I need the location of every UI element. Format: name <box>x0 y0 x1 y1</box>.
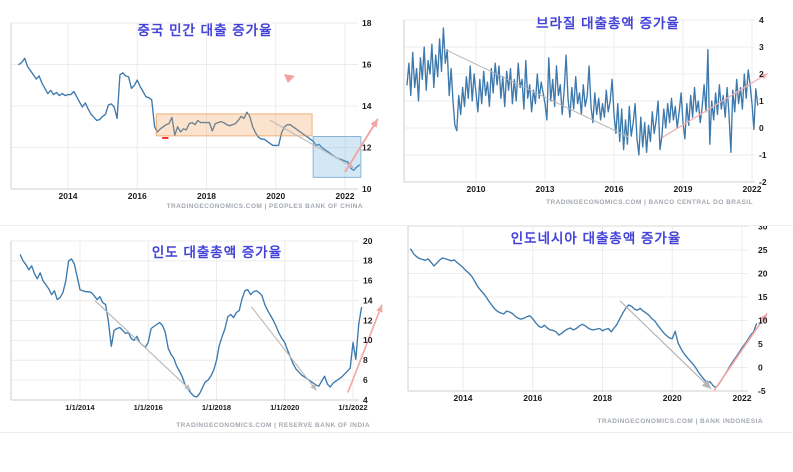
svg-text:0: 0 <box>759 123 764 133</box>
svg-text:16: 16 <box>362 59 372 69</box>
svg-text:4: 4 <box>363 395 368 405</box>
svg-text:8: 8 <box>363 355 368 365</box>
svg-text:-5: -5 <box>758 386 766 396</box>
svg-text:10: 10 <box>758 315 768 325</box>
svg-text:20: 20 <box>758 268 768 278</box>
svg-text:2022: 2022 <box>743 184 762 194</box>
svg-text:6: 6 <box>363 375 368 385</box>
svg-text:1/1/2020: 1/1/2020 <box>270 403 299 412</box>
svg-text:4: 4 <box>759 15 764 25</box>
svg-text:30: 30 <box>758 226 768 231</box>
svg-text:2010: 2010 <box>467 184 486 194</box>
svg-text:2018: 2018 <box>197 191 216 201</box>
svg-text:15: 15 <box>758 292 768 302</box>
svg-text:2: 2 <box>759 69 764 79</box>
india-line-chart: 1/1/2014 1/1/2016 1/1/2018 1/1/2020 1/1/2022… <box>10 236 383 412</box>
svg-text:18: 18 <box>363 256 373 266</box>
india-chart-title: 인도 대출총액 증가율 <box>151 245 283 260</box>
panel-indonesia-chart: 2014 2016 2018 2020 2022 30 25 20 15 10 5 0 -5 인도네시아… <box>396 226 793 433</box>
svg-text:1: 1 <box>759 96 764 106</box>
svg-text:2018: 2018 <box>593 393 612 403</box>
svg-text:25: 25 <box>758 245 768 255</box>
indonesia-chart-title: 인도네시아 대출총액 증가율 <box>510 231 682 246</box>
panel-china-chart: 2014 2016 2018 2020 2022 18 16 14 12 10 중국 민간 대출 … <box>0 0 396 226</box>
svg-text:2022: 2022 <box>733 393 752 403</box>
svg-text:-2: -2 <box>759 177 767 187</box>
indonesia-chart-source: TRADINGECONOMICS.COM | BANK INDONESIA <box>597 418 763 425</box>
svg-text:5: 5 <box>758 339 763 349</box>
brazil-line-chart: 2010 2013 2016 2019 2022 4 3 2 1 0 -1 -2 <box>403 15 768 194</box>
svg-text:1/1/2016: 1/1/2016 <box>134 403 163 412</box>
svg-text:2014: 2014 <box>454 393 473 403</box>
svg-text:0: 0 <box>758 362 763 372</box>
svg-text:10: 10 <box>363 335 373 345</box>
indonesia-line-chart: 2014 2016 2018 2020 2022 30 25 20 15 10 5 0 -5 <box>407 226 768 403</box>
brazil-chart-title: 브라질 대출총액 증가율 <box>536 16 680 31</box>
svg-text:3: 3 <box>759 42 764 52</box>
china-chart-title: 중국 민간 대출 증가율 <box>137 23 273 38</box>
svg-text:2013: 2013 <box>536 184 555 194</box>
india-chart-source: TRADINGECONOMICS.COM | RESERVE BANK OF I… <box>176 422 370 429</box>
svg-text:20: 20 <box>363 236 373 246</box>
svg-text:14: 14 <box>362 101 372 111</box>
svg-text:10: 10 <box>362 184 372 194</box>
svg-text:2022: 2022 <box>336 191 355 201</box>
china-chart-source: TRADINGECONOMICS.COM | PEOPLES BANK OF C… <box>166 203 363 210</box>
svg-text:12: 12 <box>362 142 372 152</box>
svg-text:2020: 2020 <box>266 191 285 201</box>
svg-text:2016: 2016 <box>128 191 147 201</box>
panel-india-chart: 1/1/2014 1/1/2016 1/1/2018 1/1/2020 1/1/2022… <box>0 226 396 433</box>
svg-text:1/1/2014: 1/1/2014 <box>65 403 95 412</box>
svg-text:2019: 2019 <box>674 184 693 194</box>
panel-brazil-chart: 2010 2013 2016 2019 2022 4 3 2 1 0 -1 -2 브라질 대출총액 증… <box>396 0 793 226</box>
brazil-chart-source: TRADINGECONOMICS.COM | BANCO CENTRAL DO … <box>546 199 753 206</box>
svg-text:2016: 2016 <box>605 184 624 194</box>
svg-text:-1: -1 <box>759 150 767 160</box>
svg-text:2020: 2020 <box>663 393 682 403</box>
svg-text:2016: 2016 <box>523 393 542 403</box>
svg-text:16: 16 <box>363 276 373 286</box>
svg-text:18: 18 <box>362 18 372 28</box>
svg-text:2014: 2014 <box>59 191 78 201</box>
svg-text:14: 14 <box>363 295 373 305</box>
svg-text:1/1/2018: 1/1/2018 <box>202 403 231 412</box>
svg-text:1/1/2022: 1/1/2022 <box>338 403 367 412</box>
china-line-chart: 2014 2016 2018 2020 2022 18 16 14 12 10 <box>10 18 379 201</box>
svg-text:12: 12 <box>363 315 373 325</box>
